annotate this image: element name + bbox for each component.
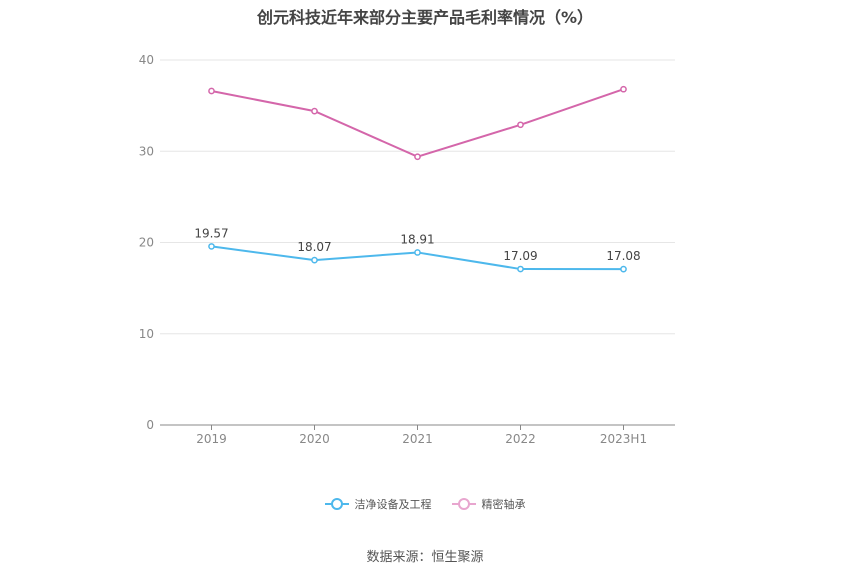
data-point xyxy=(414,249,421,256)
y-tick-label: 40 xyxy=(139,53,154,67)
data-label: 17.08 xyxy=(606,249,640,263)
series-line-1 xyxy=(211,88,624,158)
y-tick-label: 10 xyxy=(139,327,154,341)
data-point xyxy=(517,121,524,129)
data-label: 19.57 xyxy=(194,226,228,240)
x-tick-label: 2020 xyxy=(299,432,330,446)
axes: 0 10 20 30 40 2019 2020 2021 2022 2023H1 xyxy=(139,53,675,446)
data-labels: 19.57 18.07 18.91 17.09 17.08 xyxy=(194,226,640,263)
data-point xyxy=(208,87,215,95)
data-label: 18.91 xyxy=(400,232,434,246)
legend-label-precision-bearing: 精密轴承 xyxy=(481,498,526,511)
data-label: 17.09 xyxy=(503,249,537,263)
x-tick-label: 2023H1 xyxy=(600,432,647,446)
data-point xyxy=(311,256,318,264)
source-note: 数据来源：恒生聚源 xyxy=(366,550,484,565)
x-tick-label: 2021 xyxy=(402,432,433,446)
gridlines xyxy=(160,59,675,335)
legend-label-clean-equipment: 洁净设备及工程 xyxy=(354,498,432,511)
data-point xyxy=(517,265,524,273)
legend: 洁净设备及工程 精密轴承 xyxy=(0,496,850,512)
y-tick-label: 0 xyxy=(146,418,154,432)
y-tick-label: 30 xyxy=(139,144,154,158)
x-tick-label: 2022 xyxy=(505,432,536,446)
series xyxy=(208,85,627,273)
data-point xyxy=(620,265,627,273)
data-point xyxy=(414,153,421,161)
legend-item-precision-bearing[interactable]: 精密轴承 xyxy=(451,496,526,512)
chart-title: 创元科技近年来部分主要产品毛利率情况（%） xyxy=(256,8,594,27)
x-tick-label: 2019 xyxy=(196,432,227,446)
data-label: 18.07 xyxy=(297,240,331,254)
data-point xyxy=(208,243,215,250)
legend-marker-precision-bearing xyxy=(451,498,476,510)
data-point xyxy=(311,107,318,115)
y-tick-label: 20 xyxy=(139,236,154,250)
legend-item-clean-equipment[interactable]: 洁净设备及工程 xyxy=(324,496,432,512)
legend-marker-clean-equipment xyxy=(324,498,349,510)
data-point xyxy=(620,85,627,93)
